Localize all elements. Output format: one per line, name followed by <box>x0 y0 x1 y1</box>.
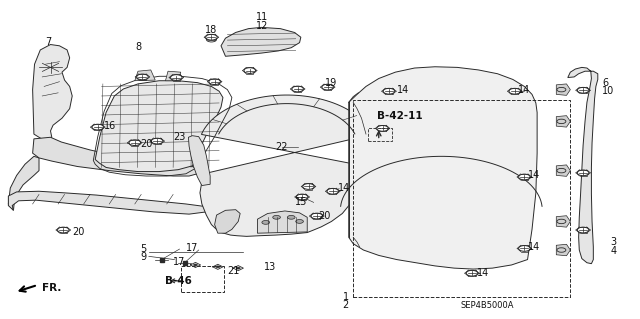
Circle shape <box>311 213 323 219</box>
Polygon shape <box>135 70 156 81</box>
Text: 21: 21 <box>227 266 240 276</box>
Circle shape <box>577 170 589 176</box>
Circle shape <box>467 270 477 276</box>
Text: 10: 10 <box>602 86 614 96</box>
Circle shape <box>577 87 589 93</box>
Text: 2: 2 <box>342 300 349 310</box>
Circle shape <box>262 220 269 224</box>
Circle shape <box>296 219 303 223</box>
Circle shape <box>137 74 148 80</box>
Polygon shape <box>556 165 570 176</box>
Circle shape <box>193 264 198 266</box>
Circle shape <box>171 75 182 80</box>
Polygon shape <box>556 244 570 256</box>
Text: 8: 8 <box>135 42 141 52</box>
Text: 11: 11 <box>256 11 268 22</box>
Text: 20: 20 <box>318 211 330 221</box>
Polygon shape <box>8 191 206 214</box>
Polygon shape <box>33 137 198 176</box>
Polygon shape <box>349 67 537 269</box>
Text: 15: 15 <box>294 197 307 207</box>
Circle shape <box>129 140 141 145</box>
Text: 6: 6 <box>602 78 609 88</box>
Circle shape <box>273 215 280 219</box>
Circle shape <box>205 34 217 40</box>
Text: 9: 9 <box>140 252 147 262</box>
Circle shape <box>303 184 314 189</box>
Polygon shape <box>188 136 210 186</box>
Bar <box>368 128 392 141</box>
Circle shape <box>518 174 530 180</box>
Text: 14: 14 <box>397 85 409 95</box>
Polygon shape <box>556 216 570 227</box>
Circle shape <box>327 189 339 194</box>
Text: 3: 3 <box>611 237 617 247</box>
Text: 19: 19 <box>325 78 338 88</box>
Circle shape <box>322 84 333 90</box>
Circle shape <box>287 215 295 219</box>
Polygon shape <box>556 116 570 127</box>
Text: 1: 1 <box>342 292 349 302</box>
Polygon shape <box>221 27 301 56</box>
Circle shape <box>216 266 220 268</box>
Text: 14: 14 <box>528 242 540 252</box>
Circle shape <box>509 88 520 94</box>
Circle shape <box>292 86 303 92</box>
Text: SEP4B5000A: SEP4B5000A <box>461 301 514 310</box>
Bar <box>353 100 570 297</box>
Text: 14: 14 <box>518 85 530 95</box>
Polygon shape <box>33 45 72 142</box>
Text: 20: 20 <box>140 139 152 149</box>
Polygon shape <box>214 210 240 233</box>
Polygon shape <box>200 95 372 236</box>
Text: 5: 5 <box>140 244 147 254</box>
Polygon shape <box>166 71 180 81</box>
Polygon shape <box>8 156 39 210</box>
Circle shape <box>209 79 220 85</box>
Circle shape <box>383 88 395 94</box>
Text: 17: 17 <box>186 243 198 253</box>
Polygon shape <box>568 67 598 264</box>
Text: 13: 13 <box>264 262 276 272</box>
Text: 20: 20 <box>72 227 84 237</box>
Circle shape <box>152 138 163 144</box>
Circle shape <box>236 267 240 269</box>
Text: 17: 17 <box>173 257 186 267</box>
Text: 12: 12 <box>256 21 269 31</box>
Text: FR.: FR. <box>42 283 61 293</box>
Circle shape <box>92 124 104 130</box>
Text: 14: 14 <box>528 170 540 180</box>
Bar <box>180 266 224 292</box>
Polygon shape <box>95 81 223 172</box>
Text: 7: 7 <box>45 37 52 47</box>
Text: 14: 14 <box>476 268 489 278</box>
Circle shape <box>577 227 589 233</box>
Text: 14: 14 <box>338 183 350 193</box>
Circle shape <box>518 246 530 251</box>
Polygon shape <box>556 84 570 95</box>
Circle shape <box>244 68 255 73</box>
Text: 23: 23 <box>173 132 186 142</box>
Text: 16: 16 <box>104 121 116 131</box>
Text: 4: 4 <box>611 246 617 256</box>
Text: B-46: B-46 <box>166 276 193 286</box>
Circle shape <box>296 194 308 200</box>
Circle shape <box>377 125 388 131</box>
Circle shape <box>58 227 69 233</box>
Text: 18: 18 <box>205 25 218 35</box>
Text: B-42-11: B-42-11 <box>378 111 423 121</box>
Polygon shape <box>257 211 307 233</box>
Text: 22: 22 <box>275 142 288 152</box>
